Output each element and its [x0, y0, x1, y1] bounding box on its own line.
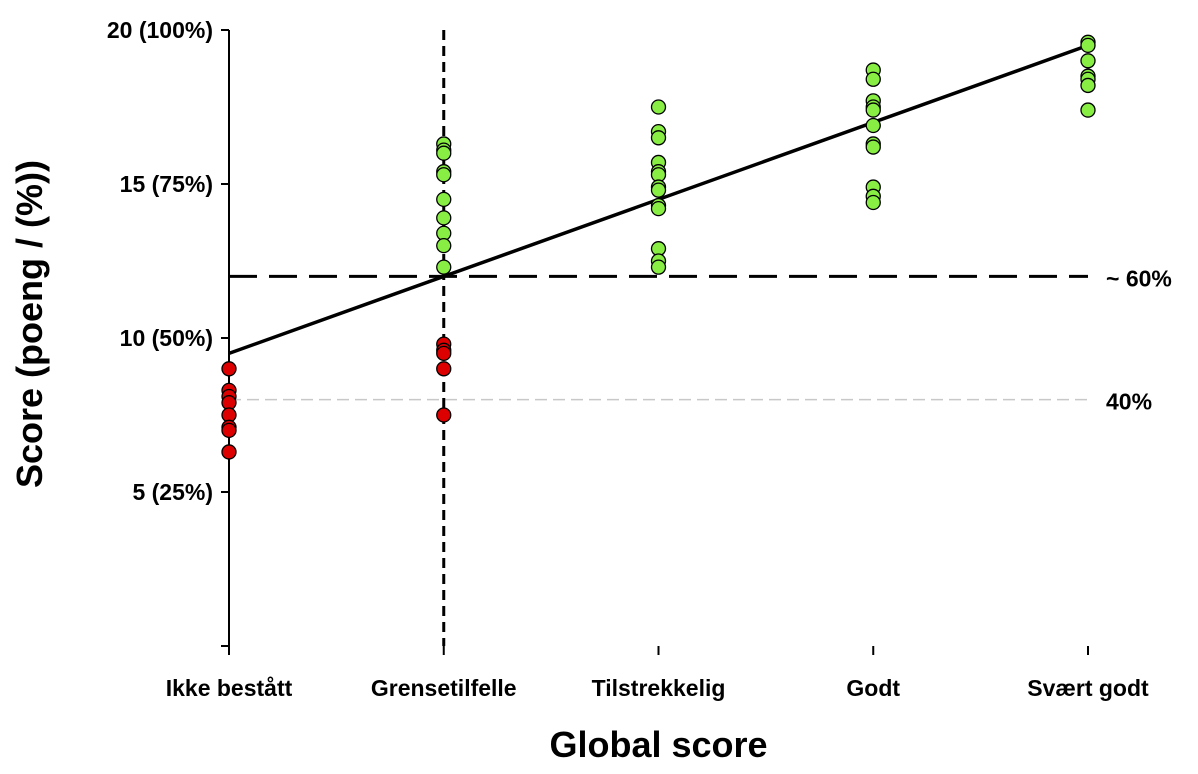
reference-line-label: 40%	[1106, 389, 1152, 415]
data-point	[436, 167, 452, 183]
data-point	[865, 71, 881, 87]
data-point	[865, 194, 881, 211]
data-point	[436, 191, 452, 208]
reference-lines: ~ 60% 40%	[229, 30, 1172, 646]
x-tick-label: Grensetilfelle	[371, 675, 517, 701]
data-point	[436, 407, 452, 423]
data-points	[221, 34, 1096, 460]
data-point	[436, 361, 452, 377]
data-point	[865, 117, 881, 134]
x-axis-title: Global score	[549, 724, 767, 765]
data-point	[221, 361, 237, 377]
data-point	[436, 145, 452, 161]
reference-line-label: ~ 60%	[1106, 265, 1172, 291]
data-point	[650, 99, 667, 115]
x-axis-ticks: Ikke bestått Grensetilfelle Tilstrekkelig G…	[166, 646, 1149, 701]
data-point	[221, 422, 237, 439]
data-point	[221, 444, 237, 460]
data-point	[650, 259, 667, 275]
data-point	[650, 182, 667, 198]
data-point	[650, 200, 667, 217]
x-tick-label: Svært godt	[1027, 675, 1149, 701]
x-tick-label: Godt	[846, 675, 900, 701]
data-point	[1080, 77, 1096, 94]
y-axis-ticks: 5 (25%) 10 (50%) 15 (75%) 20 (100%)	[107, 17, 229, 647]
data-point	[436, 237, 452, 254]
x-tick-label: Ikke bestått	[166, 675, 293, 701]
data-point	[1080, 37, 1096, 54]
data-point	[436, 345, 452, 362]
y-tick-label: 5 (25%)	[132, 479, 213, 505]
data-point	[865, 102, 881, 118]
data-point	[865, 139, 881, 155]
data-point	[436, 259, 452, 275]
y-tick-label: 20 (100%)	[107, 17, 213, 43]
y-tick-label: 15 (75%)	[120, 171, 213, 197]
data-point	[1080, 53, 1096, 69]
data-point	[436, 210, 452, 226]
y-axis-title: Score (poeng / (%))	[9, 160, 50, 488]
y-tick-label: 10 (50%)	[120, 325, 213, 351]
x-tick-label: Tilstrekkelig	[592, 675, 726, 701]
data-point	[650, 130, 667, 146]
data-point	[1080, 102, 1096, 118]
